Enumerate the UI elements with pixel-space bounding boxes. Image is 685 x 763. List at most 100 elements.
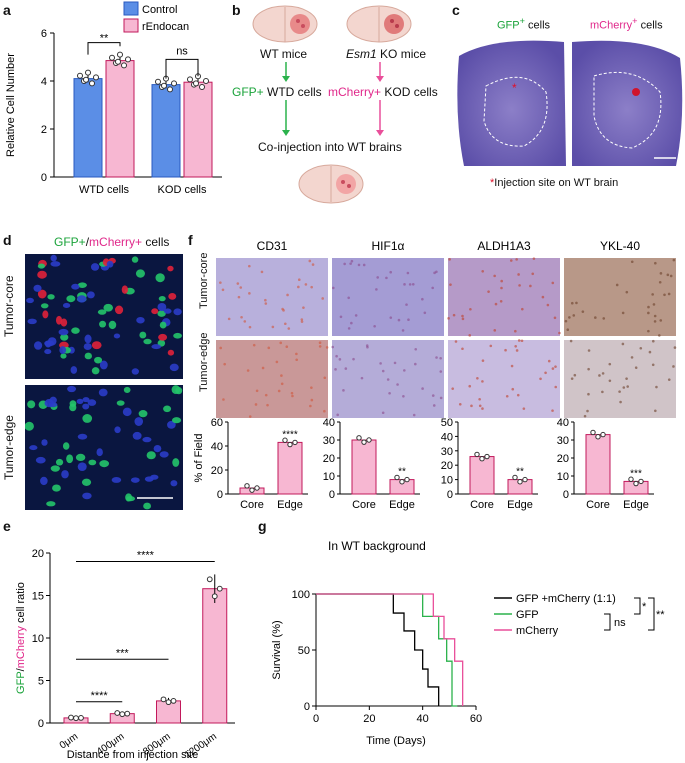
ihc-stain-dot <box>647 305 650 309</box>
ko-mice-label: Esm1 KO mice <box>346 47 427 61</box>
data-point <box>254 485 260 491</box>
ihc-stain-dot <box>454 340 458 343</box>
y-tick-label: 0 <box>563 489 569 501</box>
x-axis-label: Distance from injection site <box>67 749 198 761</box>
ihc-stain-dot <box>601 372 605 375</box>
panel-letter-e: e <box>3 518 11 534</box>
ihc-stain-dot <box>248 292 251 295</box>
ihc-stain-dot <box>236 282 240 285</box>
data-point <box>366 437 372 443</box>
ihc-stain-dot <box>583 414 587 418</box>
ihc-stain-dot <box>309 404 312 408</box>
ihc-stain-dot <box>279 341 283 345</box>
data-point <box>356 435 362 441</box>
y-axis-label: GFP/mCherry cell ratio <box>15 582 27 694</box>
cell-blob <box>158 333 168 341</box>
x-category-label: Core <box>586 499 610 511</box>
ihc-stain-dot <box>389 316 393 319</box>
ihc-stain-dot <box>594 316 597 319</box>
cell-blob <box>116 400 125 406</box>
data-point <box>522 476 528 483</box>
ihc-stain-dot <box>489 344 493 348</box>
y-tick-label: 10 <box>441 475 453 487</box>
cell-blob <box>157 302 167 312</box>
data-point <box>73 715 79 722</box>
y-tick-label: 50 <box>441 417 453 429</box>
ihc-stain-dot <box>672 365 675 368</box>
ihc-stain-dot <box>522 407 526 410</box>
cell-blob <box>155 273 165 283</box>
marker-label: YKL-40 <box>600 239 640 253</box>
cell-blob <box>167 420 176 429</box>
marker-label: HIF1α <box>372 239 405 253</box>
ihc-stain-dot <box>243 320 247 323</box>
ihc-stain-dot <box>248 264 251 268</box>
cell-blob <box>50 465 60 472</box>
ihc-stain-dot <box>248 415 252 418</box>
ihc-stain-dot <box>252 343 256 347</box>
data-point <box>78 715 84 721</box>
ihc-stain-dot <box>541 295 545 299</box>
ihc-stain-dot <box>667 378 671 381</box>
cell-blob <box>153 444 162 453</box>
ihc-stain-dot <box>515 349 519 352</box>
ihc-image <box>216 258 328 336</box>
ihc-stain-dot <box>318 345 322 348</box>
ihc-stain-dot <box>625 377 628 380</box>
data-point <box>125 56 131 63</box>
ihc-stain-dot <box>659 319 663 322</box>
y-axis-label-part: GFP <box>15 671 27 694</box>
cell-blob <box>48 402 58 408</box>
ihc-image <box>564 340 676 418</box>
ihc-stain-dot <box>518 284 521 287</box>
cell-blob <box>114 305 124 315</box>
panel-letter-f: f <box>188 232 193 248</box>
ihc-stain-dot <box>386 378 390 381</box>
cell-blob <box>108 320 117 330</box>
ihc-stain-dot <box>297 285 300 289</box>
ihc-stain-dot <box>618 390 621 393</box>
ihc-stain-dot <box>376 276 379 279</box>
ihc-stain-dot <box>403 283 406 286</box>
ihc-stain-dot <box>510 364 514 368</box>
ihc-stain-dot <box>342 389 345 392</box>
ihc-stain-dot <box>254 403 258 406</box>
sig-bracket <box>604 613 611 631</box>
ihc-stain-dot <box>354 314 358 317</box>
sig-label: **** <box>137 550 155 562</box>
ihc-stain-dot <box>339 315 343 319</box>
ihc-stain-dot <box>414 347 418 351</box>
ihc-stain-dot <box>569 339 573 343</box>
ihc-stain-dot <box>529 284 532 288</box>
cell-blob <box>71 327 80 334</box>
y-tick-label: 40 <box>441 431 453 443</box>
legend-swatch <box>123 1 139 16</box>
ihc-image <box>564 258 676 336</box>
ihc-stain-dot <box>373 324 376 328</box>
ihc-stain-dot <box>248 325 252 329</box>
cell-blob <box>46 501 56 507</box>
cell-blob <box>27 400 36 409</box>
gfp-wtd-label: GFP+ WTD cells <box>232 85 322 99</box>
ihc-stain-dot <box>493 274 496 278</box>
ihc-stain-dot <box>469 307 472 311</box>
ihc-stain-dot <box>295 358 298 362</box>
ihc-stain-dot <box>323 409 326 413</box>
ihc-stain-dot <box>402 394 405 398</box>
cell-blob <box>103 303 114 312</box>
ihc-stain-dot <box>468 384 472 388</box>
y-tick-label: 0 <box>41 172 47 184</box>
ihc-stain-dot <box>237 295 241 299</box>
ihc-stain-dot <box>564 319 568 323</box>
ihc-stain-dot <box>587 349 591 352</box>
ihc-stain-dot <box>544 371 547 375</box>
ihc-stain-dot <box>280 374 283 377</box>
ihc-stain-dot <box>297 278 301 282</box>
y-tick-label: 60 <box>211 417 223 429</box>
wt-mice-label: WT mice <box>260 47 308 61</box>
data-point <box>89 80 95 87</box>
cell-blob <box>159 321 167 329</box>
ihc-stain-dot <box>553 316 557 320</box>
ihc-stain-dot <box>300 318 304 321</box>
ihc-stain-dot <box>318 341 322 345</box>
